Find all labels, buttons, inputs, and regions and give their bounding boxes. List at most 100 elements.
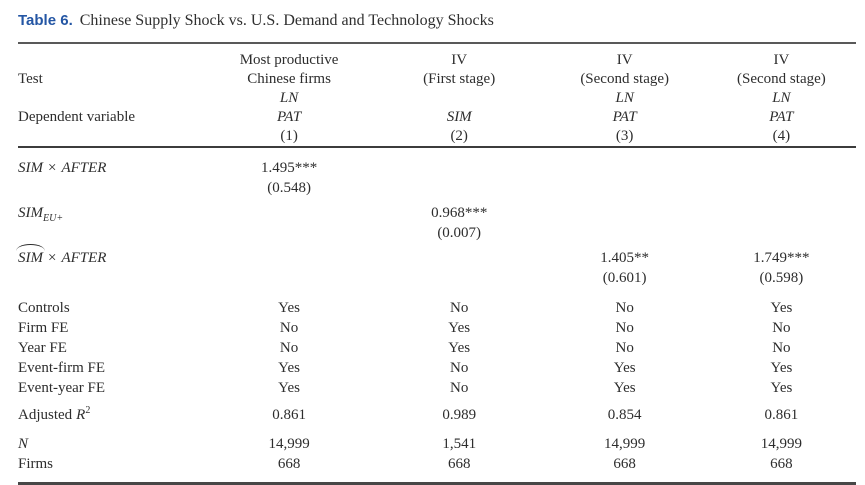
fe-cell: Yes: [448, 340, 471, 356]
r-symbol: R: [76, 407, 86, 423]
fe-row-controls: Controls Yes No No Yes: [18, 288, 856, 318]
fe-cell: Yes: [278, 300, 300, 316]
fe-row-event-year-fe: Event-year FE Yes No Yes Yes: [18, 378, 856, 398]
coef-row-simhat-after-estimates: SIM × AFTER 1.405** 1.749***: [16, 243, 856, 268]
fe-cell: No: [450, 300, 469, 316]
test-label: Test: [18, 71, 43, 87]
fe-label: Firm FE: [18, 320, 69, 336]
se-cell: [707, 178, 856, 198]
fe-cell: No: [772, 340, 791, 356]
col4-ln: LN: [772, 90, 791, 106]
estimate-cell: [707, 147, 856, 178]
stat-cell: 668: [613, 456, 636, 472]
fe-cell: No: [450, 380, 469, 396]
se-cell: [376, 178, 543, 198]
firms-label: Firms: [18, 456, 54, 472]
times-operator: ×: [48, 160, 57, 176]
fe-cell: No: [615, 340, 634, 356]
header-row-test: Test Chinese firms (First stage) (Second…: [18, 70, 856, 89]
se-cell: (0.007): [437, 225, 482, 241]
header-row-colnum: (1) (2) (3) (4): [18, 127, 856, 147]
coef-row-sim-eu-se: (0.007): [18, 223, 856, 243]
col1-ln: LN: [279, 90, 299, 106]
col1-number: (1): [280, 128, 298, 144]
subscript-eu-plus: EU+: [43, 213, 64, 224]
stat-cell: 0.861: [764, 407, 799, 423]
col3-type: IV: [616, 52, 633, 68]
stat-cell: 0.861: [272, 407, 306, 423]
estimate-cell: 1.405**: [600, 250, 650, 266]
fe-label: Event-firm FE: [18, 360, 106, 376]
fe-row-event-firm-fe: Event-firm FE Yes No Yes Yes: [18, 358, 856, 378]
stat-cell: 0.989: [442, 407, 477, 423]
coef-row-sim-after-se: (0.548): [18, 178, 856, 198]
fe-row-year-fe: Year FE No Yes No No: [18, 338, 856, 358]
fe-cell: Yes: [278, 360, 300, 376]
col1-type: Most productive: [239, 52, 339, 68]
var-sim: SIM: [18, 160, 43, 176]
fe-cell: Yes: [770, 380, 793, 396]
estimate-cell: [376, 147, 543, 178]
col3-subtitle: (Second stage): [580, 71, 670, 87]
coef-row-sim-eu-estimates: SIMEU+ 0.968***: [18, 198, 856, 224]
estimate-cell: [202, 243, 375, 268]
var-sim-hat: SIM: [16, 244, 45, 266]
col4-number: (4): [772, 128, 791, 144]
se-spacer: [18, 178, 202, 198]
fe-cell: No: [615, 300, 634, 316]
se-cell: [202, 268, 375, 288]
n-label: N: [18, 436, 29, 452]
se-cell: [376, 268, 543, 288]
col2-number: (2): [450, 128, 468, 144]
header-row-depvar: Dependent variable PAT SIM PAT PAT: [18, 108, 856, 127]
fe-cell: No: [279, 320, 299, 336]
se-spacer: [18, 223, 202, 243]
stat-cell: 14,999: [604, 436, 646, 452]
estimate-cell: [202, 198, 375, 223]
adjusted-r2-label: Adjusted R2: [18, 398, 202, 425]
var-after: AFTER: [61, 250, 107, 266]
coef-row-simhat-after-se: (0.601) (0.598): [18, 268, 856, 288]
fe-label: Event-year FE: [18, 380, 106, 396]
se-cell: (0.598): [759, 270, 804, 286]
se-cell: [707, 223, 856, 243]
coef-label-sim-after: SIM × AFTER: [18, 147, 202, 178]
stat-cell: 14,999: [268, 436, 310, 452]
coef-label-sim-eu: SIMEU+: [18, 198, 202, 224]
col4-type: IV: [773, 52, 790, 68]
header-row-ln: LN LN LN: [18, 89, 856, 108]
depvar-label: Dependent variable: [18, 109, 136, 125]
fe-cell: Yes: [613, 380, 636, 396]
stat-cell: 668: [277, 456, 301, 472]
regression-table: Most productive IV IV IV Test Chinese fi…: [16, 42, 856, 485]
table-caption: Table 6. Chinese Supply Shock vs. U.S. De…: [18, 11, 856, 31]
estimate-cell: [376, 243, 543, 268]
estimate-cell: [707, 198, 856, 223]
fe-cell: Yes: [448, 320, 471, 336]
superscript-two: 2: [85, 405, 91, 416]
fe-label: Controls: [18, 300, 70, 316]
stat-row-n: N 14,999 1,541 14,999 14,999: [18, 425, 856, 454]
colnum-spacer: [18, 127, 202, 147]
fe-label: Year FE: [18, 340, 67, 356]
col2-ln: [376, 89, 543, 108]
stat-cell: 668: [447, 456, 471, 472]
se-cell: (0.548): [267, 180, 311, 196]
se-cell: [202, 223, 375, 243]
fe-cell: Yes: [278, 380, 300, 396]
estimate-cell: [543, 147, 707, 178]
stat-cell: 1,541: [442, 436, 477, 452]
col4-depvar: PAT: [769, 109, 794, 125]
ln-spacer: [18, 89, 202, 108]
fe-cell: Yes: [613, 360, 636, 376]
header-spacer: [18, 43, 202, 70]
table-body: SIM × AFTER 1.495*** (0.548) SIMEU+: [16, 147, 856, 484]
estimate-cell: 1.495***: [260, 160, 318, 176]
col1-depvar: PAT: [276, 109, 302, 125]
se-cell: [543, 223, 707, 243]
estimate-cell: 1.749***: [753, 250, 810, 266]
estimate-cell: 0.968***: [431, 205, 488, 221]
adjusted-prefix: Adjusted: [18, 407, 73, 423]
fe-row-firm-fe: Firm FE No Yes No No: [18, 318, 856, 338]
